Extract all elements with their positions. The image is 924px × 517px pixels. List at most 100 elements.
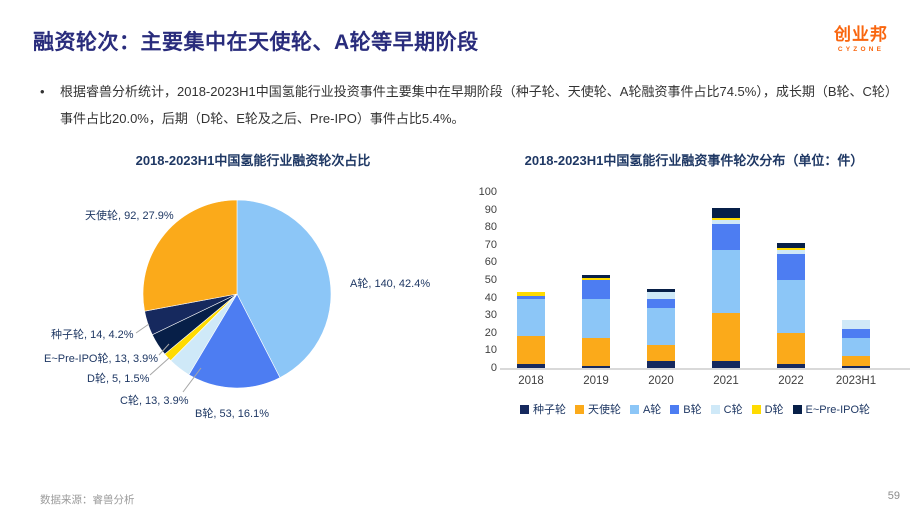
- legend-item-D轮: D轮: [751, 401, 784, 417]
- y-axis-tick-90: 90: [484, 203, 497, 216]
- x-axis-label-2018: 2018: [518, 375, 544, 387]
- bar-segment-A轮: [582, 299, 610, 339]
- pie-chart: 天使轮, 92, 27.9% A轮, 140, 42.4% 种子轮, 14, 4…: [33, 145, 473, 435]
- logo-subtext: CYZONE: [837, 46, 885, 53]
- bar-segment-B轮: [647, 299, 675, 309]
- y-axis-tick-80: 80: [484, 221, 497, 234]
- pie-label-a-round: A轮, 140, 42.4%: [350, 278, 431, 290]
- charts-area: 2018-2023H1中国氢能行业融资轮次占比 天使轮, 92, 27.9% A…: [0, 145, 924, 445]
- legend-item-A轮: A轮: [629, 401, 662, 417]
- legend-swatch-E~Pre-IPO轮: [792, 404, 802, 414]
- legend-item-B轮: B轮: [670, 401, 702, 417]
- bar-segment-种子轮: [647, 360, 675, 368]
- bar-2019: [582, 274, 610, 368]
- bar-segment-E~Pre-IPO轮: [647, 288, 675, 293]
- bullet-text: 根据睿兽分析统计，2018-2023H1中国氢能行业投资事件主要集中在早期阶段（…: [60, 84, 892, 126]
- bar-2021: [712, 207, 740, 368]
- pie-slices: [142, 199, 332, 389]
- bar-2018: [517, 292, 545, 368]
- bar-segment-天使轮: [647, 345, 675, 361]
- bar-segment-B轮: [582, 280, 610, 300]
- bar-segment-种子轮: [712, 360, 740, 368]
- bar-segment-种子轮: [582, 366, 610, 368]
- legend-swatch-C轮: [710, 404, 720, 414]
- page-title: 融资轮次：主要集中在天使轮、A轮等早期阶段: [33, 31, 479, 54]
- cyzone-logo: 创业邦 CYZONE: [816, 20, 906, 53]
- bar-segment-A轮: [842, 338, 870, 356]
- bar-segment-D轮: [517, 292, 545, 296]
- logo-text: 创业邦: [834, 25, 888, 44]
- x-axis-label-2022: 2022: [778, 375, 804, 387]
- legend-swatch-种子轮: [519, 404, 529, 414]
- y-axis-tick-100: 100: [478, 186, 497, 198]
- pie-leader-lines: [135, 323, 202, 393]
- bar-segment-天使轮: [582, 338, 610, 367]
- bar-segment-C轮: [842, 320, 870, 330]
- bar-segment-B轮: [712, 223, 740, 251]
- pie-chart-panel: 2018-2023H1中国氢能行业融资轮次占比 天使轮, 92, 27.9% A…: [33, 145, 473, 445]
- y-axis-tick-20: 20: [484, 326, 497, 339]
- legend-label-A轮: A轮: [642, 404, 662, 416]
- bar-segment-D轮: [712, 218, 740, 221]
- legend-item-种子轮: 种子轮: [519, 401, 566, 417]
- legend-swatch-D轮: [751, 404, 761, 414]
- leader-line-e: [158, 343, 170, 356]
- y-axis-tick-60: 60: [484, 256, 497, 269]
- bar-segment-E~Pre-IPO轮: [712, 207, 740, 219]
- legend-item-C轮: C轮: [710, 401, 743, 417]
- bar-segment-天使轮: [712, 313, 740, 361]
- legend-swatch-A轮: [629, 404, 639, 414]
- bar-segment-A轮: [712, 250, 740, 314]
- y-axis-tick-50: 50: [484, 274, 497, 286]
- legend-label-天使轮: 天使轮: [587, 404, 621, 416]
- legend-item-天使轮: 天使轮: [574, 401, 621, 417]
- pie-label-c-round: C轮, 13, 3.9%: [120, 395, 189, 407]
- page-number: 59: [887, 490, 900, 502]
- bar-segment-E~Pre-IPO轮: [777, 243, 805, 249]
- y-axis-tick-70: 70: [484, 238, 497, 251]
- bar-segment-种子轮: [517, 364, 545, 368]
- leader-line-seed: [135, 323, 150, 334]
- x-axis-label-2021: 2021: [713, 375, 739, 387]
- bar-2022: [777, 243, 805, 368]
- bar-segment-种子轮: [777, 364, 805, 368]
- bar-2023H1: [842, 320, 870, 368]
- y-axis-tick-30: 30: [484, 309, 497, 322]
- pie-label-d-round: D轮, 5, 1.5%: [87, 373, 150, 385]
- legend-label-B轮: B轮: [683, 404, 702, 416]
- bar-segment-天使轮: [517, 336, 545, 365]
- x-axis-label-2023H1: 2023H1: [835, 375, 877, 387]
- y-axis-tick-40: 40: [484, 291, 497, 304]
- pie-label-angel: 天使轮, 92, 27.9%: [85, 210, 174, 222]
- legend-item-E~Pre-IPO轮: E~Pre-IPO轮: [792, 401, 871, 417]
- data-source-note: 数据来源：睿兽分析: [40, 494, 135, 506]
- legend-label-E~Pre-IPO轮: E~Pre-IPO轮: [805, 404, 871, 416]
- bar-chart-legend: 种子轮 天使轮 A轮 B轮 C轮 D轮 E~Pre-IPO轮: [490, 401, 900, 417]
- bullet-paragraph: • 根据睿兽分析统计，2018-2023H1中国氢能行业投资事件主要集中在早期阶…: [40, 78, 895, 132]
- pie-label-b-round: B轮, 53, 16.1%: [195, 408, 269, 420]
- bar-segment-C轮: [777, 250, 805, 254]
- bar-segment-B轮: [842, 329, 870, 339]
- bullet-marker: •: [40, 84, 45, 99]
- pie-label-seed: 种子轮, 14, 4.2%: [51, 329, 134, 341]
- bar-chart-panel: 2018-2023H1中国氢能行业融资事件轮次分布（单位：件） 种子轮 天使轮 A轮…: [470, 145, 918, 445]
- bar-segment-D轮: [582, 278, 610, 280]
- bar-segment-A轮: [647, 308, 675, 346]
- bar-chart-title: 2018-2023H1中国氢能行业融资事件轮次分布（单位：件）: [524, 153, 864, 168]
- bar-plot-area: [503, 192, 905, 368]
- bar-segment-D轮: [777, 248, 805, 251]
- bar-segment-B轮: [517, 295, 545, 300]
- bar-segment-A轮: [777, 280, 805, 333]
- x-axis-line: [500, 368, 910, 370]
- legend-label-C轮: C轮: [723, 404, 743, 416]
- bar-segment-天使轮: [777, 332, 805, 365]
- pie-slice-A轮: [236, 199, 332, 379]
- pie-chart-title: 2018-2023H1中国氢能行业融资轮次占比: [135, 153, 371, 168]
- y-axis-tick-0: 0: [490, 362, 497, 374]
- bar-segment-C轮: [647, 292, 675, 300]
- pie-label-e-preipo: E~Pre-IPO轮, 13, 3.9%: [44, 353, 159, 365]
- bar-segment-天使轮: [842, 355, 870, 367]
- bar-chart: 种子轮 天使轮 A轮 B轮 C轮 D轮 E~Pre-IPO轮 0 10 20 30 40 50 60 70…: [470, 145, 918, 445]
- x-axis-label-2019: 2019: [583, 375, 609, 387]
